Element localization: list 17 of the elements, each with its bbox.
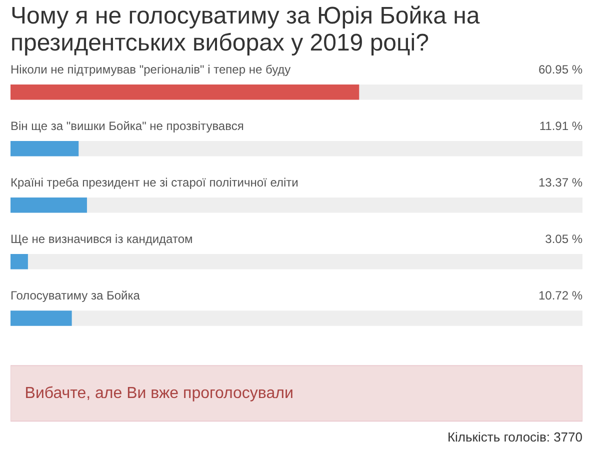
- data-label: 13.37 %: [538, 176, 583, 190]
- y-tick-label: Він ще за "вишки Бойка" не прозвітувався: [10, 119, 244, 134]
- bar: [10, 198, 87, 213]
- text: Кількість голосів: 3770: [447, 429, 583, 444]
- y-tick-label: Ще не визначився із кандидатом: [10, 232, 193, 246]
- bar: [10, 141, 79, 156]
- bar: [10, 254, 28, 270]
- y-tick-label: Країні треба президент не зі старої політичної еліти: [10, 176, 298, 190]
- text: Вибачте, але Ви вже проголосували: [24, 384, 294, 402]
- y-tick-label: Голосуватиму за Бойка: [10, 288, 140, 303]
- data-label: 60.95 %: [538, 62, 583, 76]
- data-label: 11.91 %: [539, 119, 583, 134]
- chart-title: Чому я не голосуватиму за Юрія Бойка на президентських виборах у 2019 році?: [10, 2, 480, 56]
- data-label: 10.72 %: [538, 288, 583, 303]
- bar: [10, 310, 72, 326]
- y-tick-label: Ніколи не підтримував "регіоналів" і тепер не буду: [10, 62, 291, 76]
- data-label: 3.05 %: [545, 232, 583, 246]
